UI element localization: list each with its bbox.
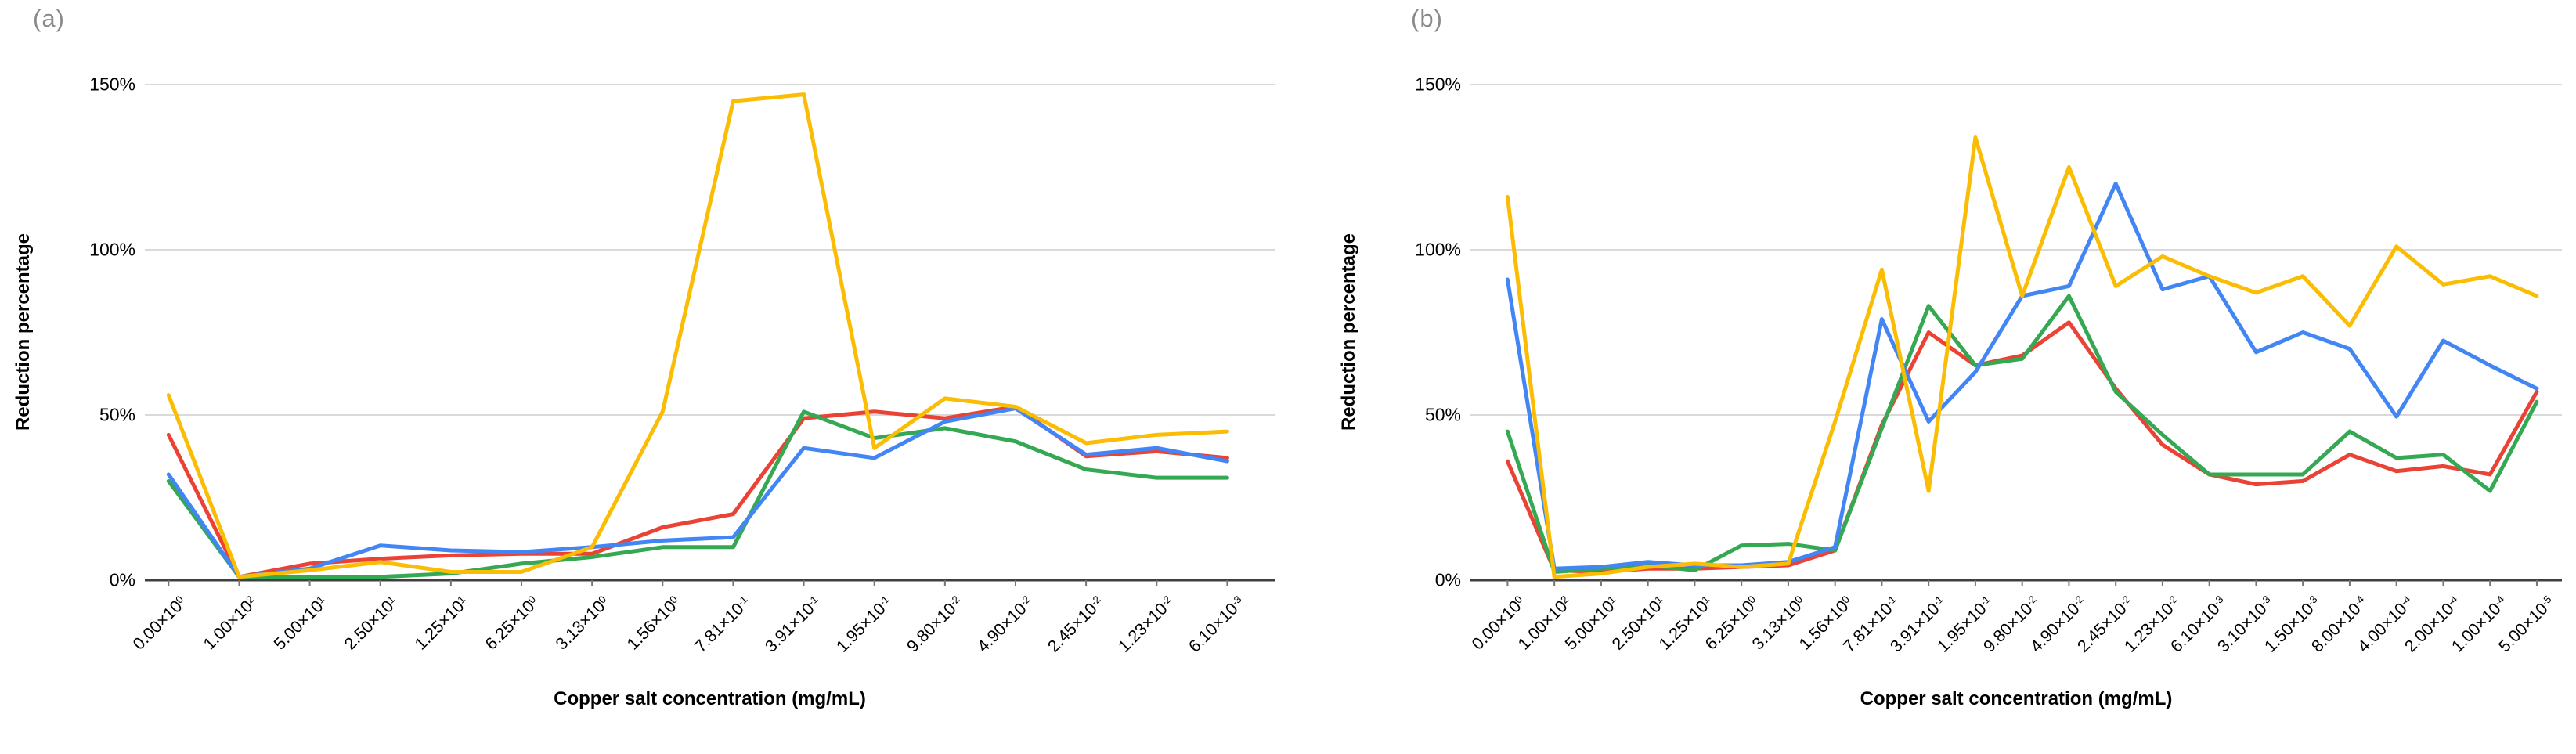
y-axis-tick-labels: 0% 50% 100% 150% (1369, 74, 1470, 590)
series-line-green (1507, 296, 2537, 572)
y-tick-label: 150% (1415, 74, 1461, 95)
y-tick-label: 0% (1434, 569, 1461, 590)
y-tick-label: 50% (1424, 404, 1461, 425)
y-tick-label: 0% (109, 569, 135, 590)
panel-label-b: (b) (1411, 5, 1443, 32)
line-chart-canvas (1470, 85, 2562, 586)
x-axis-tick-labels: 0.00×100 1.00×102 5.00×101 2.50×101 1.25×101… (1468, 580, 2562, 698)
x-tick-label: 1.23×10-2 (1114, 593, 1174, 656)
x-tick-label: 6.25×100 (482, 593, 539, 654)
x-axis-tick-labels: 0.00×100 1.00×102 5.00×101 2.50×101 1.25×101… (129, 580, 1275, 698)
y-axis-title: Reduction percentage (1338, 233, 1359, 431)
series-line-yellow (1507, 138, 2537, 577)
series-line-yellow (168, 95, 1227, 577)
x-tick-label: 5.00×101 (269, 593, 327, 654)
x-axis-title: Copper salt concentration (mg/mL) (1860, 688, 2173, 709)
x-tick-label: 3.91×10-1 (761, 593, 821, 656)
x-tick-label: 4.90×10-2 (973, 593, 1033, 656)
x-tick-label: 1.00×102 (199, 593, 257, 654)
panel-label-a: (a) (33, 5, 65, 32)
x-axis-title: Copper salt concentration (mg/mL) (554, 688, 866, 709)
y-tick-label: 150% (89, 74, 135, 95)
x-tick-label: 7.81×10-1 (691, 593, 750, 656)
y-axis-title: Reduction percentage (13, 233, 34, 431)
x-tick-label: 0.00×100 (128, 593, 186, 654)
plot-area: 0% 50% 100% 150% 0.00×100 1.00×102 5.00×101 2.… (1415, 74, 2562, 656)
x-tick-label: 9.80×10-2 (903, 593, 962, 656)
x-tick-label: 6.10×10-3 (1185, 593, 1244, 656)
series-line-green (168, 412, 1227, 577)
line-chart-canvas (145, 85, 1275, 586)
series-line-blue (168, 409, 1227, 577)
y-tick-label: 100% (1415, 239, 1461, 260)
x-tick-label: 1.56×100 (622, 593, 680, 654)
plot-area: 0% 50% 100% 150% 0.00×100 1.00×102 5.00×101 2.… (89, 74, 1275, 656)
chart-panel-a: (a) Reduction percentage 0% 50% 100% 150% 0… (13, 5, 1288, 709)
x-tick-label: 2.50×101 (341, 593, 398, 654)
y-tick-label: 100% (89, 239, 135, 260)
x-tick-label: 3.13×100 (552, 593, 609, 654)
x-tick-label: 2.45×10-2 (1044, 593, 1103, 656)
x-tick-label: 1.25×101 (411, 593, 468, 654)
series-line-blue (1507, 184, 2537, 569)
x-tick-label: 1.95×10-1 (832, 593, 892, 656)
y-tick-label: 50% (99, 404, 135, 425)
chart-panel-b: (b) Reduction percentage 0% 50% 100% 150% 0… (1288, 0, 2576, 754)
y-axis-tick-labels: 0% 50% 100% 150% (43, 74, 145, 590)
